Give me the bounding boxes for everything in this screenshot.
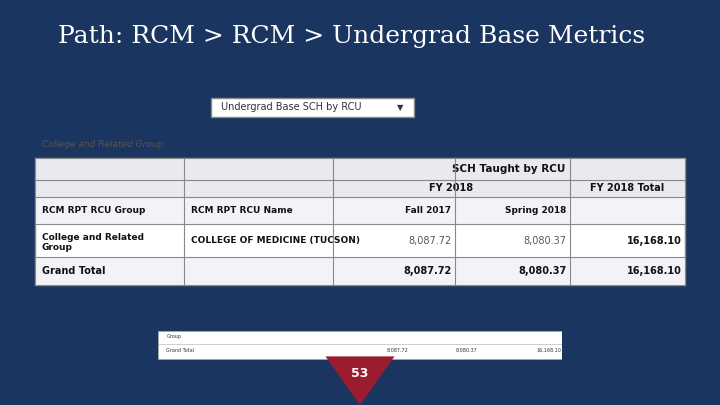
Text: Spring 2018: Spring 2018: [505, 206, 567, 215]
Text: College and Related Group: College and Related Group: [42, 140, 163, 149]
FancyBboxPatch shape: [35, 158, 685, 180]
Text: 8,087.72: 8,087.72: [403, 266, 451, 276]
Text: College and Related: College and Related: [42, 233, 144, 243]
Text: FY 2018 Total: FY 2018 Total: [590, 183, 665, 194]
Text: RCM RPT RCU Name: RCM RPT RCU Name: [191, 206, 292, 215]
Text: FY 2018: FY 2018: [429, 183, 474, 194]
Text: Group: Group: [42, 243, 73, 252]
Text: 8,080.37: 8,080.37: [523, 236, 567, 246]
Text: Grand Total: Grand Total: [42, 266, 105, 276]
Polygon shape: [325, 356, 395, 405]
Text: SCH Taught by RCU: SCH Taught by RCU: [452, 164, 566, 174]
Text: Grand Total: Grand Total: [166, 348, 194, 353]
FancyBboxPatch shape: [35, 158, 685, 285]
Text: 16,168.10: 16,168.10: [536, 348, 562, 353]
Text: Group: Group: [166, 334, 181, 339]
Text: 8,087.72: 8,087.72: [387, 348, 408, 353]
Text: 16,168.10: 16,168.10: [626, 236, 681, 246]
Text: Fall 2017: Fall 2017: [405, 206, 451, 215]
Text: 53: 53: [351, 367, 369, 380]
Text: RCM RPT RCU Group: RCM RPT RCU Group: [42, 206, 145, 215]
FancyBboxPatch shape: [35, 197, 685, 224]
Text: 8,087.72: 8,087.72: [408, 236, 451, 246]
FancyBboxPatch shape: [35, 257, 685, 285]
Text: 8,080.37: 8,080.37: [455, 348, 477, 353]
Text: 16,168.10: 16,168.10: [626, 266, 681, 276]
Text: Undergrad Base SCH by RCU: Undergrad Base SCH by RCU: [221, 102, 361, 112]
Text: COLLEGE OF MEDICINE (TUCSON): COLLEGE OF MEDICINE (TUCSON): [191, 236, 360, 245]
FancyBboxPatch shape: [158, 331, 562, 359]
Text: ▼: ▼: [397, 102, 404, 112]
FancyBboxPatch shape: [35, 180, 685, 197]
FancyBboxPatch shape: [211, 98, 414, 117]
Text: 8,080.37: 8,080.37: [518, 266, 567, 276]
Text: Path: RCM > RCM > Undergrad Base Metrics: Path: RCM > RCM > Undergrad Base Metrics: [58, 25, 644, 48]
